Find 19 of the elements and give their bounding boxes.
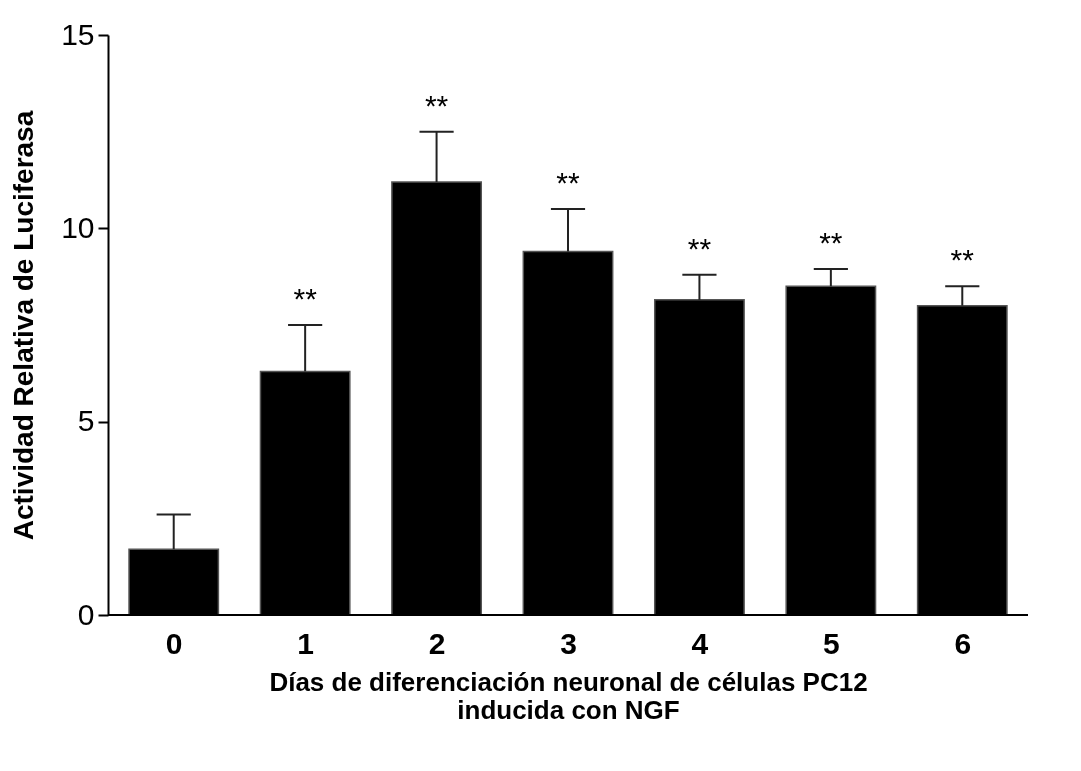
x-tick-label: 3 bbox=[560, 626, 577, 660]
x-axis-title: Días de diferenciación neuronal de células PC12 inducida con NGF bbox=[269, 666, 868, 725]
annotation: ** bbox=[424, 88, 449, 122]
x-tick-label: 2 bbox=[428, 626, 446, 660]
y-tick-label: 0 bbox=[77, 597, 95, 631]
x-tick-label: 0 bbox=[165, 626, 183, 660]
x-tick-label: 4 bbox=[691, 626, 709, 660]
y-tick-label: 5 bbox=[77, 404, 95, 438]
annotation: ** bbox=[687, 231, 712, 265]
x-tick-label: 5 bbox=[823, 626, 840, 660]
y-axis-title: Actividad Relativa de Luciferasa bbox=[8, 110, 40, 541]
y-tick-label: 10 bbox=[61, 210, 95, 244]
y-tick-label: 15 bbox=[61, 17, 95, 51]
annotation: ** bbox=[950, 243, 975, 277]
x-tick-label: 1 bbox=[297, 626, 314, 660]
annotation: ** bbox=[556, 166, 580, 199]
annotation: ** bbox=[293, 282, 318, 315]
x-tick-label: 6 bbox=[954, 626, 972, 660]
annotation: ** bbox=[819, 225, 843, 259]
